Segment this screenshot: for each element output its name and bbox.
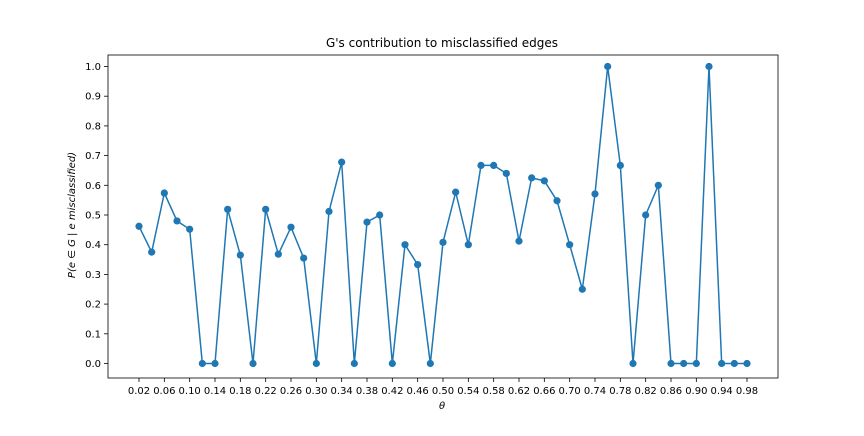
y-tick-label: 0.0 [85, 359, 101, 370]
x-tick-label: 0.74 [584, 386, 606, 397]
data-point [566, 241, 574, 249]
data-point [173, 217, 181, 225]
data-point [540, 177, 548, 185]
data-point [629, 359, 637, 368]
x-tick-label: 0.86 [660, 386, 682, 397]
data-point [464, 241, 472, 249]
x-tick-label: 0.02 [128, 386, 150, 397]
data-point [730, 359, 738, 368]
y-axis-label: P(e ∈ G | e misclassified) [67, 152, 78, 278]
data-point [692, 359, 700, 368]
y-tick-label: 0.5 [85, 211, 101, 222]
data-point [338, 158, 346, 166]
x-tick-label: 0.58 [483, 386, 505, 397]
x-tick-label: 0.14 [204, 386, 226, 397]
data-point [148, 248, 156, 256]
data-point [578, 285, 586, 293]
data-point [414, 260, 422, 269]
data-point [388, 359, 396, 368]
x-tick-label: 0.54 [457, 386, 479, 397]
data-point [300, 254, 308, 262]
data-point [502, 169, 510, 178]
y-tick-label: 0.4 [85, 240, 101, 251]
data-point [680, 359, 688, 368]
x-tick-label: 0.42 [381, 386, 403, 397]
data-point [426, 359, 434, 368]
data-point [350, 359, 358, 368]
data-point [376, 211, 384, 219]
data-point [591, 190, 599, 198]
data-point [198, 359, 206, 368]
data-point [439, 238, 447, 246]
series-line [138, 66, 747, 365]
data-point [743, 359, 751, 368]
data-point [642, 211, 650, 219]
y-tick-label: 0.3 [85, 270, 101, 281]
y-tick-label: 0.6 [85, 181, 101, 192]
data-point [135, 222, 143, 230]
data-point [654, 181, 662, 189]
data-point [363, 218, 371, 226]
data-point [490, 161, 498, 170]
x-tick-label: 0.26 [280, 386, 302, 397]
y-tick-label: 0.7 [85, 151, 101, 162]
data-point [236, 251, 244, 259]
x-tick-label: 0.98 [736, 386, 758, 397]
x-tick-label: 0.78 [609, 386, 631, 397]
data-point [705, 62, 713, 71]
y-tick-label: 1.0 [85, 62, 101, 73]
x-tick-label: 0.70 [559, 386, 581, 397]
data-point [249, 359, 257, 368]
data-point [401, 241, 409, 249]
data-point [325, 207, 333, 216]
x-tick-label: 0.30 [305, 386, 327, 397]
x-tick-label: 0.90 [685, 386, 707, 397]
y-tick-label: 0.1 [85, 329, 101, 340]
y-tick-label: 0.8 [85, 121, 101, 132]
plot-frame [107, 54, 779, 379]
data-point [477, 161, 485, 170]
data-point [287, 223, 295, 231]
data-point [262, 205, 270, 213]
x-tick-label: 0.34 [331, 386, 353, 397]
x-tick-label: 0.66 [533, 386, 555, 397]
x-tick-label: 0.38 [356, 386, 378, 397]
y-tick-label: 0.2 [85, 300, 101, 311]
data-point [224, 205, 232, 213]
x-tick-label: 0.82 [635, 386, 657, 397]
data-point [274, 250, 282, 258]
x-tick-label: 0.50 [432, 386, 454, 397]
x-tick-label: 0.18 [229, 386, 251, 397]
data-point [616, 161, 624, 170]
chart-title: G's contribution to misclassified edges [326, 36, 558, 50]
x-tick-label: 0.62 [508, 386, 530, 397]
data-point [667, 359, 675, 368]
data-point [515, 237, 523, 245]
data-point [211, 359, 219, 368]
x-tick-label: 0.10 [179, 386, 201, 397]
data-point [160, 189, 168, 197]
data-point [718, 359, 726, 368]
data-point [312, 359, 320, 368]
x-tick-label: 0.06 [153, 386, 175, 397]
x-tick-label: 0.22 [255, 386, 277, 397]
data-point [186, 225, 194, 233]
data-point [604, 62, 612, 71]
plot-area: 0.0 0.1 0.2 0.3 0.4 0.5 0.6 0.7 0.8 0.9 1.0 0.02 0.0… [85, 54, 779, 397]
data-point [553, 197, 561, 205]
data-point [528, 174, 536, 182]
data-point [452, 188, 460, 196]
x-tick-label: 0.46 [407, 386, 429, 397]
x-axis-label: θ [439, 401, 445, 412]
x-tick-label: 0.94 [711, 386, 733, 397]
y-tick-label: 0.9 [85, 92, 101, 103]
